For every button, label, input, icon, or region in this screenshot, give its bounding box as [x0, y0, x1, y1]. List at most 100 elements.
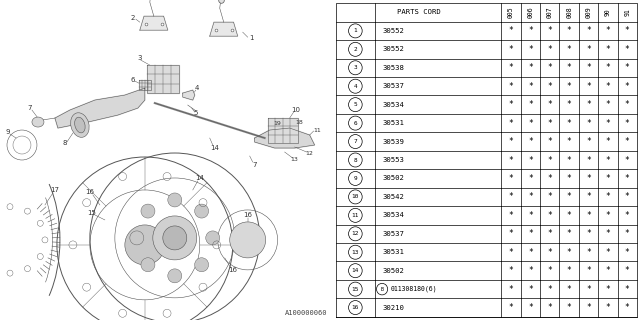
- Text: *: *: [625, 100, 630, 109]
- Text: *: *: [625, 192, 630, 201]
- Circle shape: [153, 216, 196, 260]
- Text: 005: 005: [508, 7, 514, 18]
- Text: *: *: [586, 45, 591, 54]
- Text: *: *: [547, 119, 552, 128]
- Text: *: *: [547, 229, 552, 238]
- Text: *: *: [625, 82, 630, 91]
- Text: *: *: [547, 211, 552, 220]
- Text: *: *: [625, 211, 630, 220]
- Text: B: B: [381, 287, 383, 292]
- Text: 15: 15: [351, 287, 359, 292]
- Text: 11: 11: [351, 213, 359, 218]
- Text: *: *: [567, 137, 572, 146]
- Text: *: *: [509, 119, 513, 128]
- Text: *: *: [625, 248, 630, 257]
- Text: *: *: [567, 248, 572, 257]
- Text: 16: 16: [228, 267, 237, 273]
- Polygon shape: [210, 22, 237, 36]
- Text: 30542: 30542: [383, 194, 404, 200]
- Text: *: *: [586, 211, 591, 220]
- Text: *: *: [547, 192, 552, 201]
- Text: *: *: [625, 303, 630, 312]
- Text: 011308180(6): 011308180(6): [390, 286, 436, 292]
- Ellipse shape: [32, 117, 44, 127]
- Circle shape: [168, 269, 182, 283]
- Text: *: *: [625, 137, 630, 146]
- Text: *: *: [528, 248, 533, 257]
- Text: *: *: [586, 119, 591, 128]
- Text: *: *: [567, 229, 572, 238]
- Text: *: *: [605, 63, 610, 72]
- Text: 3: 3: [138, 55, 142, 61]
- Text: 13: 13: [351, 250, 359, 255]
- Text: 1: 1: [353, 28, 357, 33]
- Text: 19: 19: [274, 121, 282, 125]
- Text: 006: 006: [527, 7, 533, 18]
- Text: *: *: [509, 137, 513, 146]
- Text: *: *: [509, 100, 513, 109]
- Text: *: *: [605, 303, 610, 312]
- Ellipse shape: [70, 113, 89, 137]
- Text: *: *: [586, 266, 591, 275]
- Circle shape: [141, 204, 155, 218]
- Text: *: *: [528, 26, 533, 36]
- Text: *: *: [547, 100, 552, 109]
- Text: *: *: [605, 229, 610, 238]
- Text: 12: 12: [351, 231, 359, 236]
- Text: *: *: [625, 174, 630, 183]
- Text: *: *: [567, 284, 572, 294]
- Text: *: *: [567, 26, 572, 36]
- Circle shape: [130, 231, 144, 245]
- Polygon shape: [255, 128, 315, 148]
- Text: A100000060: A100000060: [285, 310, 328, 316]
- Text: 30538: 30538: [383, 65, 404, 71]
- Text: 91: 91: [624, 9, 630, 16]
- Text: 6: 6: [353, 121, 357, 126]
- Circle shape: [195, 204, 209, 218]
- Text: 7: 7: [353, 139, 357, 144]
- Text: *: *: [509, 26, 513, 36]
- Text: *: *: [547, 174, 552, 183]
- Text: *: *: [605, 119, 610, 128]
- Text: *: *: [625, 45, 630, 54]
- Text: 9: 9: [6, 129, 10, 135]
- Text: 6: 6: [131, 77, 135, 83]
- Text: *: *: [605, 45, 610, 54]
- Text: 5: 5: [353, 102, 357, 107]
- Text: 30552: 30552: [383, 46, 404, 52]
- Text: 009: 009: [586, 7, 591, 18]
- Text: *: *: [528, 192, 533, 201]
- Text: 3: 3: [353, 65, 357, 70]
- Text: 15: 15: [88, 210, 97, 216]
- Text: *: *: [567, 192, 572, 201]
- Text: *: *: [547, 284, 552, 294]
- Polygon shape: [139, 80, 151, 90]
- Text: *: *: [528, 119, 533, 128]
- Text: *: *: [547, 266, 552, 275]
- Text: *: *: [605, 211, 610, 220]
- Circle shape: [168, 193, 182, 207]
- Text: 16: 16: [351, 305, 359, 310]
- Text: 90: 90: [605, 9, 611, 16]
- Text: 30552: 30552: [383, 28, 404, 34]
- Text: *: *: [586, 100, 591, 109]
- Text: 30537: 30537: [383, 83, 404, 89]
- Text: *: *: [567, 100, 572, 109]
- Text: 14: 14: [351, 268, 359, 273]
- Circle shape: [205, 231, 220, 245]
- Text: 30537: 30537: [383, 231, 404, 237]
- Text: *: *: [625, 63, 630, 72]
- Text: 18: 18: [296, 120, 303, 124]
- Text: *: *: [625, 284, 630, 294]
- Text: 8: 8: [63, 140, 67, 146]
- Text: *: *: [605, 284, 610, 294]
- Polygon shape: [55, 88, 145, 128]
- Text: *: *: [625, 26, 630, 36]
- Text: *: *: [528, 156, 533, 164]
- Text: 007: 007: [547, 7, 553, 18]
- Text: 30502: 30502: [383, 268, 404, 274]
- Text: 30531: 30531: [383, 249, 404, 255]
- Text: *: *: [625, 119, 630, 128]
- Text: 30534: 30534: [383, 102, 404, 108]
- Text: *: *: [586, 229, 591, 238]
